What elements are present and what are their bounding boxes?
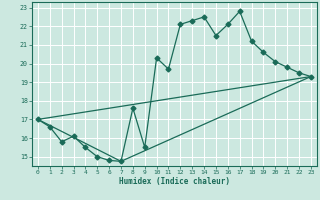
X-axis label: Humidex (Indice chaleur): Humidex (Indice chaleur) xyxy=(119,177,230,186)
